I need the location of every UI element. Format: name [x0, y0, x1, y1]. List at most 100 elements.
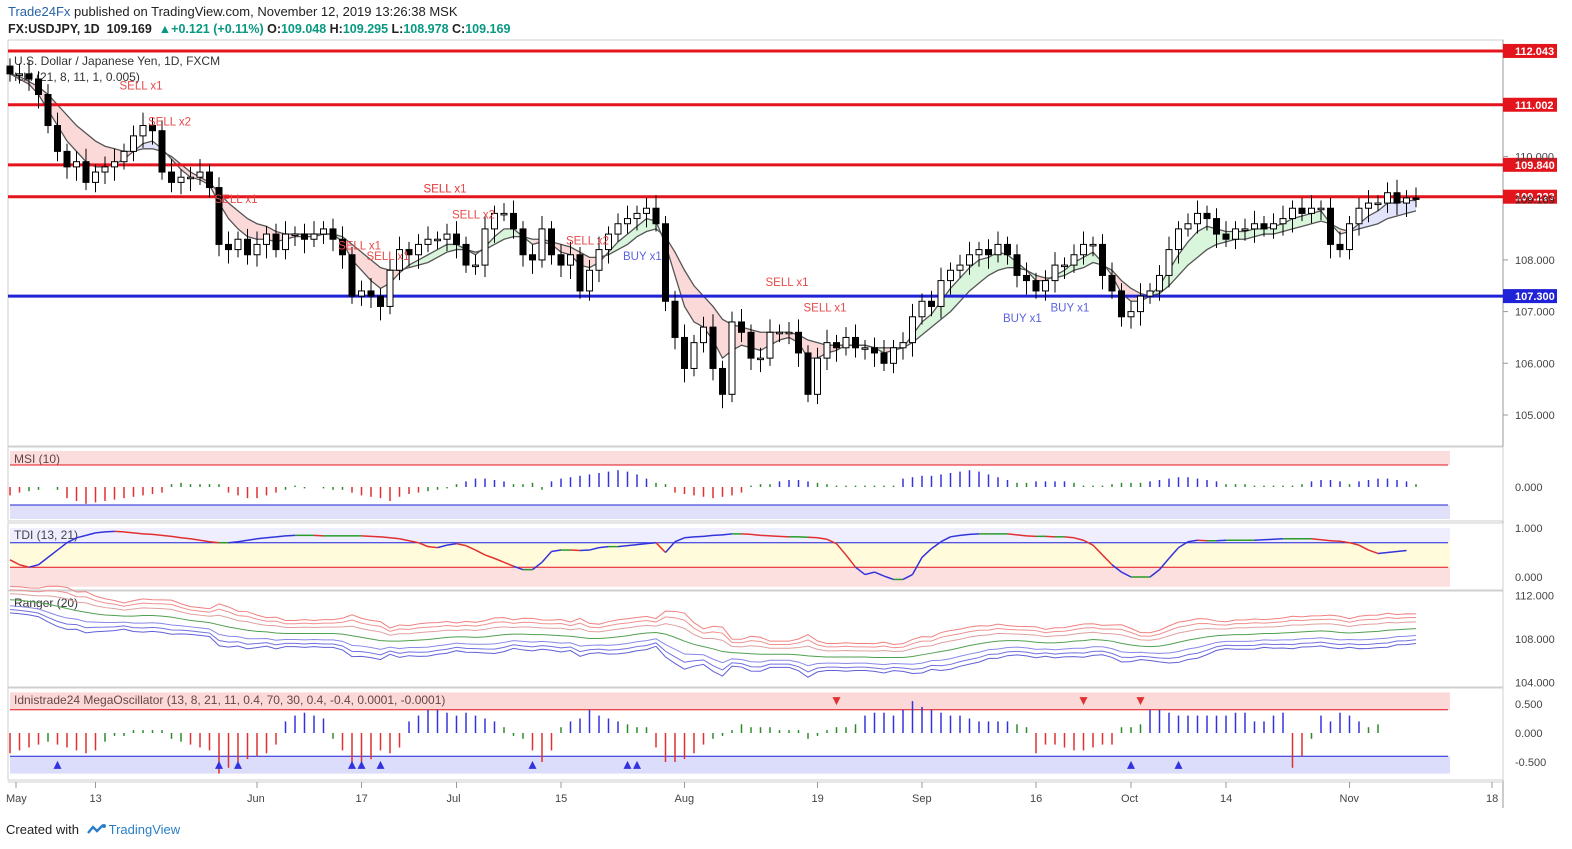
candle-body — [1355, 207, 1363, 225]
candle-body — [538, 228, 546, 261]
candle-body — [871, 347, 878, 354]
tdi-line-segment — [1121, 571, 1132, 578]
sell-signal: SELL x1 — [424, 184, 467, 196]
msi-tick-label: 0.000 — [1515, 482, 1543, 494]
candle-body — [339, 238, 346, 256]
chart-title: U.S. Dollar / Japanese Yen, 1D, FXCM — [14, 54, 220, 68]
tdi-upper-band — [10, 528, 1450, 543]
candle-body — [576, 254, 584, 292]
candle-body — [92, 171, 99, 183]
buy-signal: BUY x1 — [1051, 303, 1090, 315]
candle-body — [1156, 274, 1163, 292]
x-tick-label: Aug — [675, 793, 695, 805]
candle-body — [405, 249, 413, 256]
tdi-line-segment — [722, 533, 733, 536]
tdi-line-segment — [921, 548, 933, 558]
tradingview-link[interactable]: TradingView — [108, 822, 181, 837]
price-level-label: 112.043 — [1515, 46, 1554, 58]
candle-body — [652, 207, 660, 225]
candle-body — [595, 249, 603, 271]
y-tick-label: 105.000 — [1515, 410, 1555, 422]
indicator-pane-title: MSI (10) — [14, 452, 60, 466]
tdi-line-segment — [1368, 549, 1379, 555]
tdi-line-segment — [864, 571, 875, 576]
x-tick-label: 16 — [1030, 793, 1042, 805]
tdi-line-segment — [1016, 534, 1027, 537]
candle-body — [1403, 197, 1410, 204]
buy-marker-icon — [53, 760, 62, 769]
tdi-line-segment — [532, 561, 543, 571]
candle-body — [510, 212, 517, 230]
candle-body — [149, 125, 156, 132]
tdi-line-segment — [874, 571, 885, 577]
price-change: +0.121 (+0.11%) — [171, 22, 264, 36]
candle-body — [804, 352, 812, 395]
candle-body — [358, 290, 365, 297]
candle-body — [624, 218, 631, 225]
candle-body — [947, 269, 954, 282]
candle-body — [1213, 218, 1220, 235]
tdi-line-segment — [1377, 551, 1388, 555]
sell-signal: SELL x1 — [367, 251, 410, 263]
candle-body — [985, 249, 992, 256]
price-level-tag — [1503, 157, 1557, 172]
candle-body — [785, 331, 793, 335]
tdi-line-segment — [1111, 564, 1122, 573]
price-level-label: 109.840 — [1515, 160, 1555, 172]
tdi-line-segment — [655, 542, 667, 554]
candle-body — [1042, 280, 1049, 292]
candle-body — [1365, 202, 1372, 209]
buy-marker-icon — [348, 760, 356, 769]
buy-marker-icon — [357, 760, 366, 769]
candle-body — [766, 331, 774, 359]
tdi-line-segment — [703, 534, 714, 538]
candle-body — [1127, 311, 1135, 318]
tdi-line-segment — [237, 539, 248, 543]
candle-body — [386, 269, 394, 307]
candle-body — [928, 300, 935, 307]
sell-signal: SELL x1 — [215, 194, 258, 206]
publisher-link[interactable]: Trade24Fx — [8, 4, 71, 19]
sell-signal: SELL x1 — [804, 303, 847, 315]
tradingview-logo-icon — [86, 824, 106, 834]
candle-body — [348, 254, 356, 297]
candle-body — [44, 94, 52, 127]
tdi-line-segment — [1178, 541, 1189, 549]
msi-upper-band — [10, 451, 1450, 465]
candle-body — [453, 233, 460, 245]
candle-body — [1099, 243, 1106, 276]
candle-body — [1004, 243, 1011, 256]
candle-body — [795, 331, 802, 354]
tdi-line-segment — [1320, 539, 1331, 542]
candle-body — [234, 238, 242, 251]
tdi-line-segment — [133, 532, 144, 535]
candle-body — [719, 367, 726, 395]
tdi-tick-label: 0.000 — [1515, 572, 1543, 584]
candle-body — [177, 176, 185, 183]
sell-signal: SELL x2 — [148, 117, 191, 129]
tdi-line-segment — [664, 541, 676, 553]
ohlc-header: FX:USDJPY, 1D 109.169 ▲+0.121 (+0.11%) O… — [8, 22, 511, 36]
candle-body — [6, 65, 14, 75]
candle-body — [481, 228, 489, 266]
tdi-line-segment — [76, 534, 87, 539]
low-value: 108.978 — [403, 22, 449, 36]
tdi-line-segment — [427, 545, 438, 549]
candle-body — [557, 254, 565, 266]
indicator-pane — [7, 590, 1504, 688]
indicator-pane-title: Ranger (20) — [14, 596, 78, 610]
tdi-line-segment — [902, 573, 913, 581]
tdi-line-segment — [1396, 549, 1407, 553]
candle-body — [310, 233, 318, 240]
candle-body — [700, 326, 707, 344]
candle-body — [1175, 228, 1182, 251]
candle-body — [728, 321, 736, 395]
tdi-line-segment — [1101, 554, 1113, 566]
tdi-line-segment — [1158, 557, 1170, 571]
tdi-line-segment — [1064, 536, 1075, 539]
candle-body — [263, 233, 270, 245]
tdi-line-segment — [209, 540, 220, 544]
candle-body — [462, 243, 470, 266]
y-tick-label: 108.000 — [1515, 255, 1555, 267]
